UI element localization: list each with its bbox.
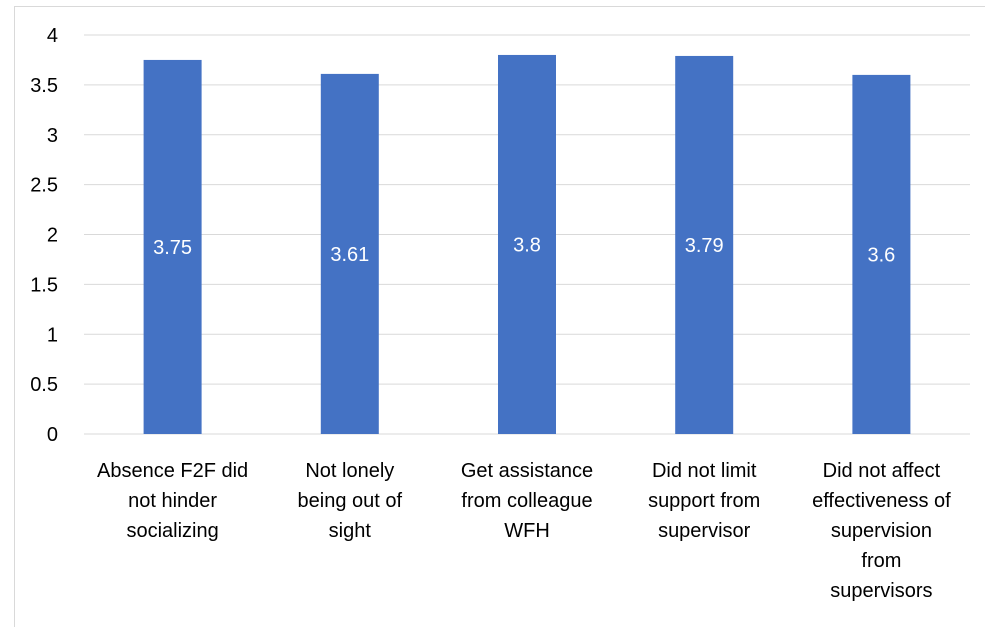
x-tick-label: Not lonely being out of sight (298, 460, 403, 542)
bar-data-label: 3.61 (330, 244, 369, 266)
x-tick-label: Get assistance from colleague WFH (461, 460, 593, 542)
y-axis-tick-labels: 0 0.5 1 1.5 2 2.5 3 3.5 4 (30, 25, 58, 446)
data-labels: 3.75 3.61 3.8 3.79 3.6 (153, 234, 895, 266)
y-tick-label: 4 (47, 25, 58, 47)
y-tick-label: 0 (47, 424, 58, 446)
y-tick-label: 1 (47, 324, 58, 346)
bar (675, 55, 734, 434)
x-tick-label: Did not limit support from supervisor (648, 460, 760, 542)
bar (498, 54, 556, 434)
y-tick-label: 0.5 (30, 374, 58, 396)
bar-data-label: 3.6 (867, 244, 895, 266)
bar (143, 59, 202, 434)
chart-frame (14, 6, 985, 627)
y-tick-label: 3 (47, 125, 58, 147)
x-axis-category-labels: Absence F2F did not hinder socializing Not … (97, 460, 951, 602)
bar (320, 73, 379, 434)
y-tick-label: 3.5 (30, 75, 58, 97)
bar-data-label: 3.8 (513, 234, 541, 256)
bar-data-label: 3.75 (153, 237, 192, 259)
y-tick-label: 2.5 (30, 175, 58, 197)
x-tick-label: Did not affect effectiveness of supervisio… (812, 460, 951, 602)
y-tick-label: 2 (47, 225, 58, 247)
bar (852, 74, 911, 435)
x-tick-label: Absence F2F did not hinder socializing (97, 460, 248, 542)
y-tick-label: 1.5 (30, 274, 58, 296)
bar-data-label: 3.79 (685, 235, 724, 257)
bars (143, 54, 911, 435)
